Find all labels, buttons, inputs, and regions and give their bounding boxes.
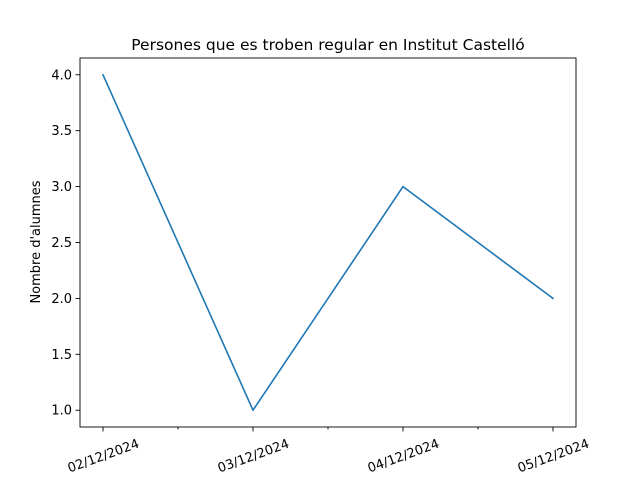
- x-axis: 02/12/2024 03/12/2024 04/12/2024 05/12/2024: [66, 427, 592, 477]
- y-tick-label: 2.5: [51, 236, 72, 251]
- x-tick-label: 04/12/2024: [366, 437, 442, 477]
- x-tick-label: 03/12/2024: [216, 437, 292, 477]
- plot-area-frame: [79, 57, 577, 428]
- x-tick-label: 05/12/2024: [516, 437, 592, 477]
- y-tick-label: 3.5: [51, 124, 72, 139]
- y-tick-label: 1.0: [51, 404, 72, 419]
- chart-title: Persones que es troben regular en Instit…: [131, 36, 525, 54]
- y-tick-label: 4.0: [51, 68, 72, 83]
- series-line: [101, 73, 555, 412]
- y-tick-label: 2.0: [51, 292, 72, 307]
- y-axis-label: Nombre d'alumnes: [29, 180, 44, 303]
- x-tick-label: 02/12/2024: [66, 437, 142, 477]
- y-tick-label: 3.0: [51, 180, 72, 195]
- y-tick-label: 1.5: [51, 348, 72, 363]
- y-axis: 1.0 1.5 2.0 2.5 3.0 3.5 4.0: [51, 68, 80, 419]
- series-group: [101, 73, 555, 412]
